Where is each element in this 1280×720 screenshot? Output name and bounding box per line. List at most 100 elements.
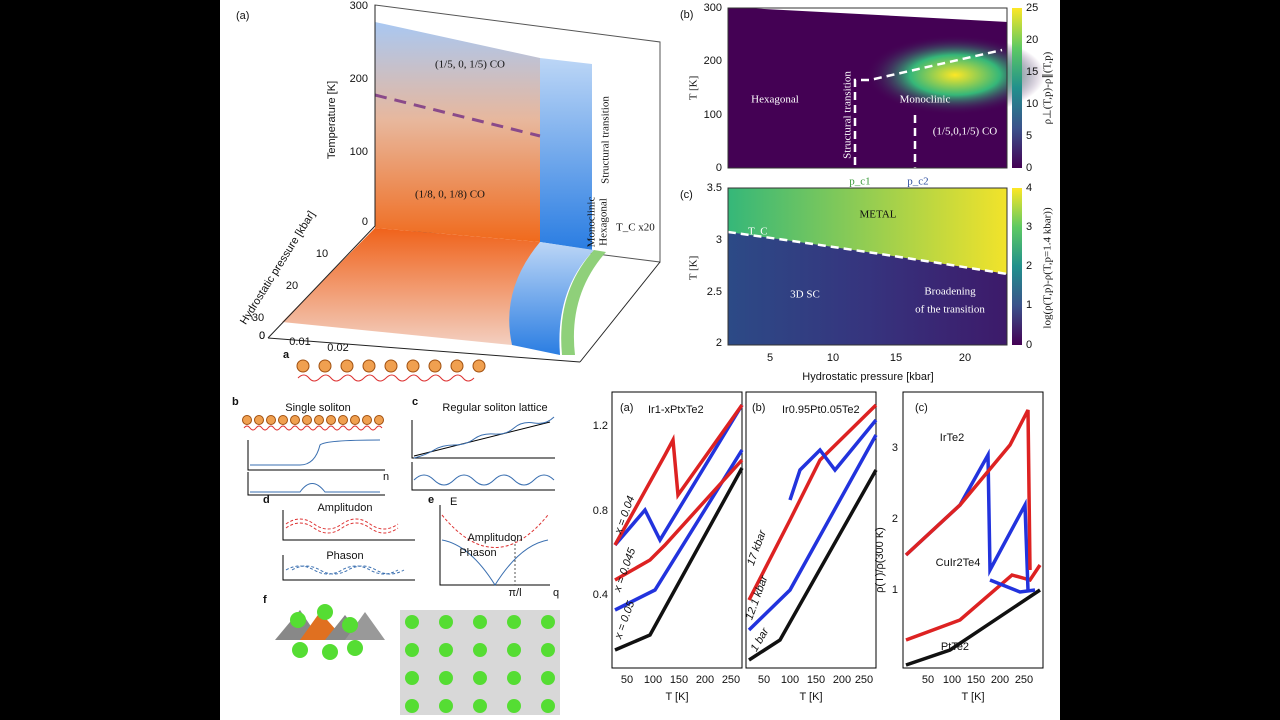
caption: Amplitudon xyxy=(317,502,372,514)
annotation: Structural transition xyxy=(600,96,612,184)
atom xyxy=(254,415,264,425)
atom xyxy=(290,415,300,425)
tick-label: 20 xyxy=(959,352,971,364)
frame xyxy=(727,7,1008,169)
tick-label: 50 xyxy=(922,674,934,686)
frame xyxy=(745,391,877,669)
tick-label: 100 xyxy=(644,674,662,686)
heatmap-c: (c) T [K] Hydrostatic pressure [kbar] lo… xyxy=(680,187,1054,383)
atom xyxy=(290,612,306,628)
annotation: p_c1 xyxy=(849,176,870,188)
tick-label: 100 xyxy=(943,674,961,686)
atom xyxy=(472,359,486,373)
caption: Single soliton xyxy=(285,402,350,414)
colorbar xyxy=(1012,188,1022,345)
resistivity-figure: (a) Ir1-xPtxTe2 T [K] (b) Ir0.95Pt0.05Te… xyxy=(611,391,1044,703)
atom xyxy=(473,643,487,657)
dispersion xyxy=(441,539,549,586)
annotation: Hexagonal xyxy=(598,198,610,246)
region-label: METAL xyxy=(859,209,896,221)
tick-label: 0.8 xyxy=(593,505,608,517)
atom xyxy=(406,359,420,373)
curve-label: IrTe2 xyxy=(940,432,964,444)
tick-label: 200 xyxy=(696,674,714,686)
region-label: 3D SC xyxy=(790,289,820,301)
tick-label: 0.02 xyxy=(327,342,348,354)
tick-label: 300 xyxy=(704,2,722,14)
soliton-curve xyxy=(250,439,381,466)
atom xyxy=(374,415,384,425)
panel-label: d xyxy=(263,494,270,506)
region-label: of the transition xyxy=(915,304,985,316)
panel-label: e xyxy=(428,494,434,506)
atom xyxy=(322,644,338,660)
heatmap-blob xyxy=(865,35,1045,115)
heatmap-metal xyxy=(728,188,1007,274)
heatmap-b: (b) T [K] ρ⊥(T,p)-ρ∥(T,p) Hexagonal Mono… xyxy=(680,7,1054,188)
atom xyxy=(405,699,419,713)
phason-curve xyxy=(285,565,405,575)
atom xyxy=(340,359,354,373)
atom xyxy=(302,415,312,425)
tick-label: 100 xyxy=(704,109,722,121)
tick-label: 20 xyxy=(286,280,298,292)
atom xyxy=(405,643,419,657)
tick-label: 2 xyxy=(716,337,722,349)
tick-label: 3.5 xyxy=(707,182,722,194)
mask xyxy=(728,7,1008,22)
atom xyxy=(507,671,521,685)
tick-label: 150 xyxy=(807,674,825,686)
dashed-boundary xyxy=(853,48,1003,165)
axis-label: Temperature [K] xyxy=(326,81,338,159)
atom xyxy=(439,699,453,713)
annotation: T_C x20 xyxy=(616,222,655,234)
soliton-curve xyxy=(250,483,380,493)
atom xyxy=(292,642,308,658)
tick-label: 30 xyxy=(252,312,264,324)
tick-label: 300 xyxy=(350,0,368,12)
tick-label: 1.2 xyxy=(593,420,608,432)
panel-label: (b) xyxy=(680,9,693,21)
tick-label: 1 xyxy=(892,584,898,596)
panel-label: a xyxy=(283,349,290,361)
atom xyxy=(362,359,376,373)
atom xyxy=(405,615,419,629)
lattice-curve xyxy=(413,474,555,486)
region-label: T_C xyxy=(748,226,768,238)
atom xyxy=(326,415,336,425)
axis-label: E xyxy=(450,496,457,508)
atom xyxy=(541,671,555,685)
tick-label: 3 xyxy=(1026,221,1032,233)
tick-label: 200 xyxy=(350,73,368,85)
caption: Phason xyxy=(326,550,363,562)
tick-label: 50 xyxy=(621,674,633,686)
atom xyxy=(473,671,487,685)
atom xyxy=(242,415,252,425)
annotation: p_c2 xyxy=(907,176,928,188)
atom xyxy=(541,615,555,629)
tc-line xyxy=(727,230,1008,276)
tick-label: 0 xyxy=(1026,162,1032,174)
region-label: Structural transition xyxy=(842,71,854,159)
region-label: Broadening xyxy=(924,286,976,298)
colorbar-label: log(ρ(T,p)-ρ(T,p=1.4 kbar)) xyxy=(1042,207,1054,329)
atom xyxy=(384,359,398,373)
axis xyxy=(579,261,661,363)
tick-label: 0.4 xyxy=(593,589,608,601)
panel-label: c xyxy=(412,396,418,408)
atom xyxy=(266,415,276,425)
tick-label: 10 xyxy=(316,248,328,260)
tick-label: 150 xyxy=(967,674,985,686)
panel-label: (a) xyxy=(620,402,633,414)
axis-label: q xyxy=(553,587,559,599)
tick-label: 100 xyxy=(781,674,799,686)
curve-label: CuIr2Te4 xyxy=(936,557,981,569)
axis-label: T [K] xyxy=(688,256,700,281)
tick-label: 150 xyxy=(670,674,688,686)
atom xyxy=(347,640,363,656)
panel-label: (a) xyxy=(236,10,249,22)
caption: Amplitudon xyxy=(467,532,522,544)
atom xyxy=(541,643,555,657)
atom xyxy=(507,643,521,657)
tick-label: 0 xyxy=(716,162,722,174)
